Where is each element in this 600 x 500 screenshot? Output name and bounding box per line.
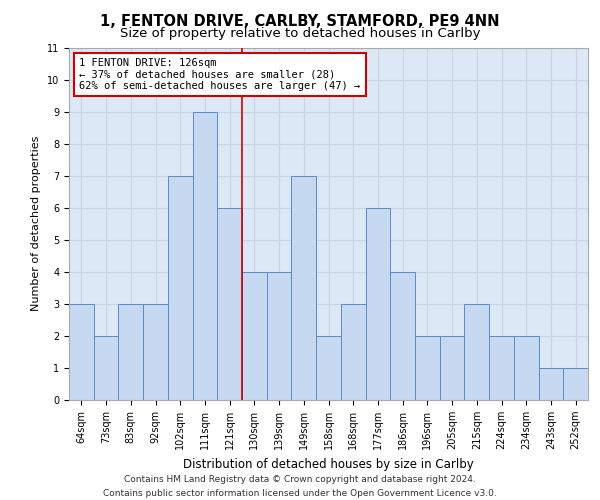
Bar [193, 112, 217, 400]
Bar [69, 304, 94, 400]
Bar [242, 272, 267, 400]
Bar [292, 176, 316, 400]
Text: 1 FENTON DRIVE: 126sqm
← 37% of detached houses are smaller (28)
62% of semi-det: 1 FENTON DRIVE: 126sqm ← 37% of detached… [79, 58, 361, 92]
Text: 1, FENTON DRIVE, CARLBY, STAMFORD, PE9 4NN: 1, FENTON DRIVE, CARLBY, STAMFORD, PE9 4… [100, 14, 500, 29]
Bar [94, 336, 118, 400]
Bar [390, 272, 415, 400]
Bar [415, 336, 440, 400]
Bar [365, 208, 390, 400]
Bar [168, 176, 193, 400]
Bar [143, 304, 168, 400]
Bar [464, 304, 489, 400]
Bar [440, 336, 464, 400]
Bar [563, 368, 588, 400]
Bar [341, 304, 365, 400]
Y-axis label: Number of detached properties: Number of detached properties [31, 136, 41, 312]
Bar [267, 272, 292, 400]
Bar [217, 208, 242, 400]
Bar [316, 336, 341, 400]
Text: Contains HM Land Registry data © Crown copyright and database right 2024.
Contai: Contains HM Land Registry data © Crown c… [103, 476, 497, 498]
Bar [489, 336, 514, 400]
Text: Size of property relative to detached houses in Carlby: Size of property relative to detached ho… [120, 28, 480, 40]
Bar [539, 368, 563, 400]
Bar [514, 336, 539, 400]
X-axis label: Distribution of detached houses by size in Carlby: Distribution of detached houses by size … [183, 458, 474, 470]
Bar [118, 304, 143, 400]
